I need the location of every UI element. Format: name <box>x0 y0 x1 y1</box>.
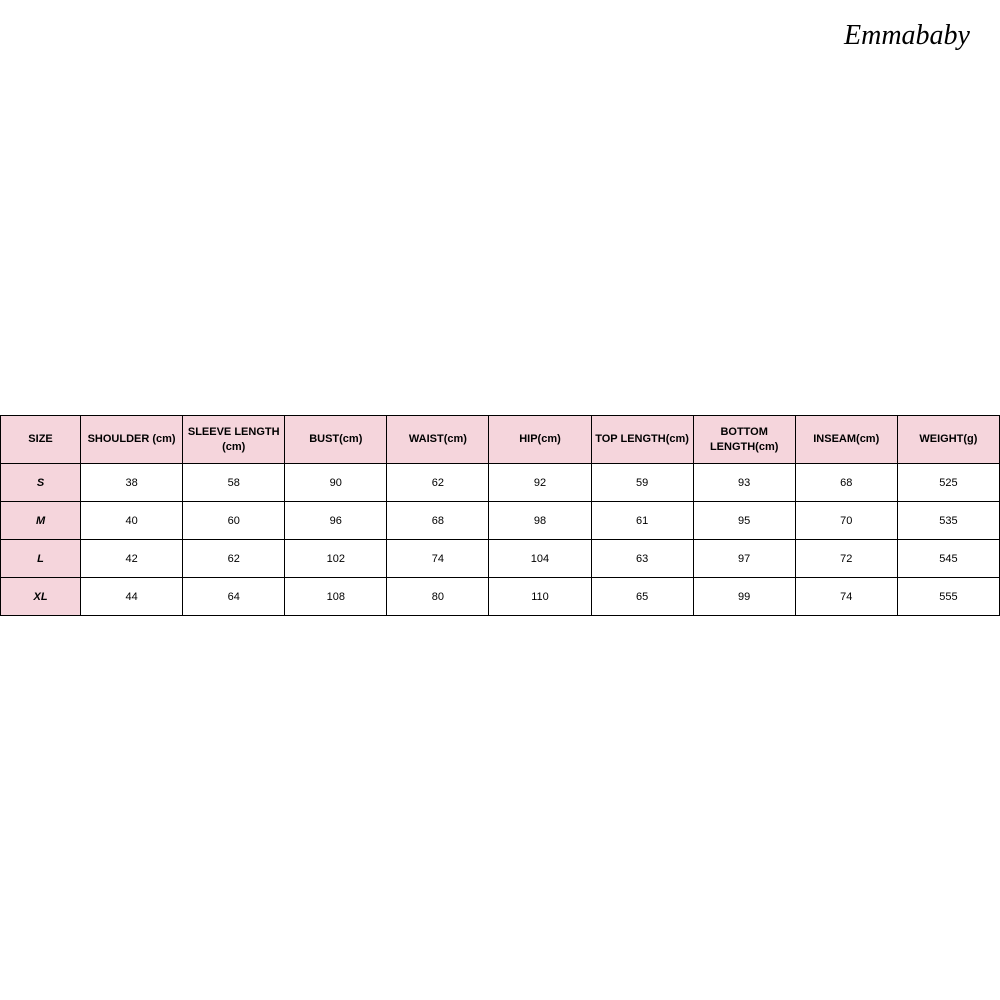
cell-value: 99 <box>693 578 795 616</box>
cell-value: 70 <box>795 502 897 540</box>
cell-value: 95 <box>693 502 795 540</box>
cell-value: 72 <box>795 540 897 578</box>
cell-value: 97 <box>693 540 795 578</box>
cell-value: 58 <box>183 464 285 502</box>
cell-value: 102 <box>285 540 387 578</box>
cell-value: 93 <box>693 464 795 502</box>
cell-value: 64 <box>183 578 285 616</box>
cell-value: 60 <box>183 502 285 540</box>
header-bottom-length: BOTTOM LENGTH(cm) <box>693 416 795 464</box>
cell-value: 98 <box>489 502 591 540</box>
cell-value: 42 <box>81 540 183 578</box>
brand-logo: Emmababy <box>844 20 970 52</box>
cell-value: 92 <box>489 464 591 502</box>
size-chart-table: SIZE SHOULDER (cm) SLEEVE LENGTH (cm) BU… <box>0 415 1000 616</box>
table-row: M 40 60 96 68 98 61 95 70 535 <box>1 502 1000 540</box>
cell-value: 90 <box>285 464 387 502</box>
cell-size: S <box>1 464 81 502</box>
table-row: S 38 58 90 62 92 59 93 68 525 <box>1 464 1000 502</box>
cell-value: 68 <box>795 464 897 502</box>
cell-value: 525 <box>897 464 999 502</box>
header-weight: WEIGHT(g) <box>897 416 999 464</box>
cell-value: 61 <box>591 502 693 540</box>
header-shoulder: SHOULDER (cm) <box>81 416 183 464</box>
cell-value: 555 <box>897 578 999 616</box>
cell-size: M <box>1 502 81 540</box>
cell-value: 80 <box>387 578 489 616</box>
header-hip: HIP(cm) <box>489 416 591 464</box>
header-sleeve: SLEEVE LENGTH (cm) <box>183 416 285 464</box>
cell-value: 40 <box>81 502 183 540</box>
cell-value: 96 <box>285 502 387 540</box>
cell-value: 62 <box>183 540 285 578</box>
table-row: L 42 62 102 74 104 63 97 72 545 <box>1 540 1000 578</box>
cell-value: 108 <box>285 578 387 616</box>
table-row: XL 44 64 108 80 110 65 99 74 555 <box>1 578 1000 616</box>
cell-value: 68 <box>387 502 489 540</box>
table-header-row: SIZE SHOULDER (cm) SLEEVE LENGTH (cm) BU… <box>1 416 1000 464</box>
cell-size: XL <box>1 578 81 616</box>
cell-value: 62 <box>387 464 489 502</box>
cell-value: 104 <box>489 540 591 578</box>
cell-value: 59 <box>591 464 693 502</box>
header-bust: BUST(cm) <box>285 416 387 464</box>
cell-size: L <box>1 540 81 578</box>
cell-value: 65 <box>591 578 693 616</box>
size-chart-container: SIZE SHOULDER (cm) SLEEVE LENGTH (cm) BU… <box>0 415 1000 616</box>
cell-value: 535 <box>897 502 999 540</box>
cell-value: 44 <box>81 578 183 616</box>
cell-value: 63 <box>591 540 693 578</box>
cell-value: 545 <box>897 540 999 578</box>
header-top-length: TOP LENGTH(cm) <box>591 416 693 464</box>
header-waist: WAIST(cm) <box>387 416 489 464</box>
header-inseam: INSEAM(cm) <box>795 416 897 464</box>
cell-value: 110 <box>489 578 591 616</box>
cell-value: 38 <box>81 464 183 502</box>
header-size: SIZE <box>1 416 81 464</box>
cell-value: 74 <box>795 578 897 616</box>
cell-value: 74 <box>387 540 489 578</box>
